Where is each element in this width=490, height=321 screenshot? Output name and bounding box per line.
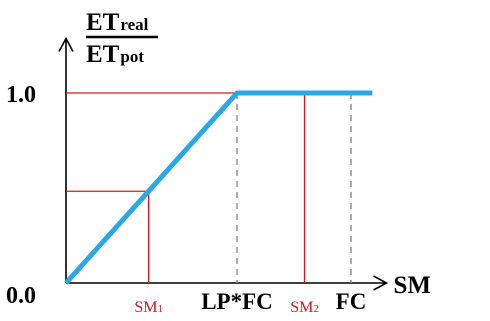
- x-tick-label-0: LP*FC: [201, 289, 273, 314]
- plot-area: SM 0.0 1.0 LP*FC FC SM1 SM2: [6, 36, 432, 316]
- y-tick-label-0: 0.0: [6, 283, 36, 309]
- x-axis-label: SM: [394, 272, 432, 299]
- marker-label-1: SM2: [290, 299, 319, 316]
- x-tick-label-1: FC: [336, 289, 367, 314]
- y-axis-arrow: [58, 36, 74, 52]
- x-axis-arrow: [373, 275, 389, 291]
- y-tick-label-1: 1.0: [6, 82, 36, 108]
- ylabel-denominator: ETpot: [86, 41, 144, 68]
- ylabel-numerator: ETreal: [86, 9, 149, 36]
- series-line-0: [64, 90, 373, 285]
- marker-label-0: SM1: [134, 299, 163, 316]
